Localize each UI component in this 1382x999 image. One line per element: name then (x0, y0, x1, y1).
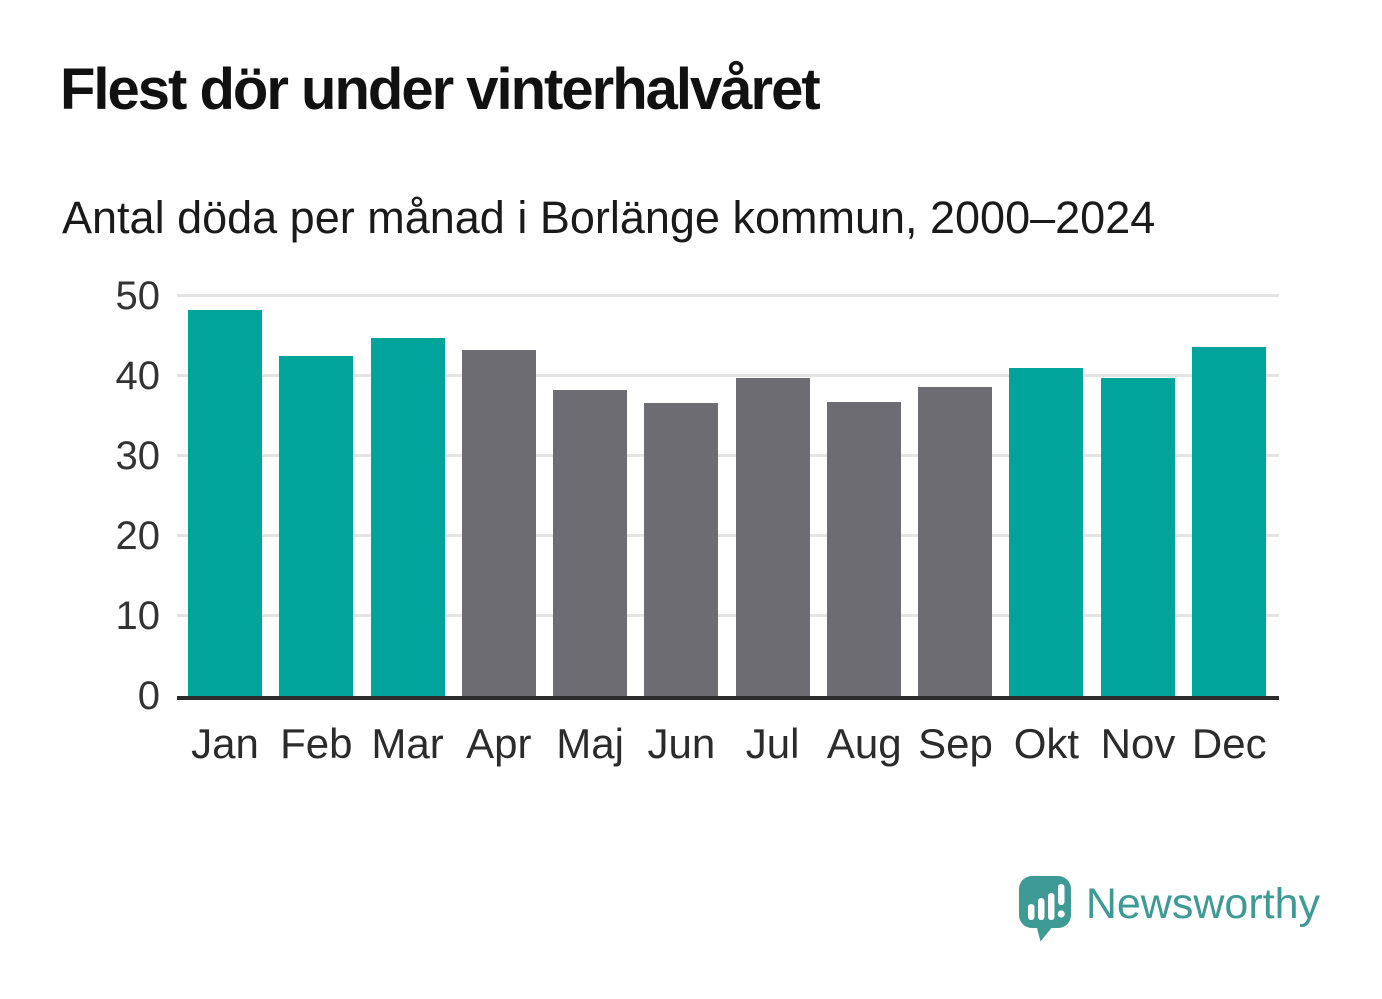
bars-container (177, 296, 1279, 696)
y-tick-label-0: 0 (137, 674, 160, 718)
x-tick-label-nov: Nov (1100, 720, 1176, 767)
bar-okt (1009, 368, 1084, 696)
x-tick-label-apr: Apr (466, 720, 532, 767)
x-tick-label-okt: Okt (1013, 720, 1080, 767)
bar-dec (1191, 347, 1266, 696)
bar-maj (553, 389, 628, 696)
x-axis: Jan Feb Mar Apr Maj Jun Jul Aug Sep Okt Nov Dec (177, 720, 1279, 768)
newsworthy-logo-text: Newsworthy (1085, 879, 1320, 928)
bar-sep (918, 387, 993, 696)
newsworthy-logo-icon (1018, 876, 1071, 942)
gridline-40 (177, 374, 1279, 377)
x-tick-label-aug: Aug (826, 720, 902, 767)
bar-mar (370, 337, 445, 696)
bar-feb (279, 356, 354, 696)
gridline-20 (177, 534, 1279, 537)
chart-title: Flest dör under vinterhalvåret (60, 57, 821, 122)
x-tick-label-jul: Jul (745, 720, 800, 767)
bar-chart: 0 10 20 30 40 50 Jan Feb Mar Apr Maj Jun Jul Aug Sep O… (0, 276, 1382, 776)
bar-jun (644, 403, 719, 696)
x-tick-label-sep: Sep (918, 720, 993, 767)
x-tick-label-dec: Dec (1191, 720, 1267, 767)
bar-jan (188, 309, 262, 696)
x-tick-label-mar: Mar (371, 720, 444, 767)
bar-apr (461, 350, 536, 696)
x-tick-label-jun: Jun (647, 720, 716, 767)
gridline-30 (177, 454, 1279, 457)
bar-aug (826, 402, 901, 696)
x-tick-label-maj: Maj (556, 720, 624, 767)
chart-subtitle: Antal döda per månad i Borlänge kommun, … (62, 192, 1156, 243)
y-tick-label-10: 10 (115, 594, 161, 638)
bar-jul (735, 377, 810, 696)
gridline-10 (177, 614, 1279, 617)
plot-area (177, 294, 1279, 700)
x-tick-label-jan: Jan (191, 720, 259, 767)
y-tick-label-50: 50 (115, 274, 161, 318)
gridline-50 (177, 294, 1279, 297)
bar-nov (1100, 377, 1175, 696)
y-tick-label-40: 40 (115, 354, 161, 398)
branding: Newsworthy (1018, 876, 1320, 942)
x-tick-label-feb: Feb (280, 720, 353, 767)
y-tick-label-30: 30 (115, 434, 161, 478)
y-tick-label-20: 20 (115, 514, 161, 558)
